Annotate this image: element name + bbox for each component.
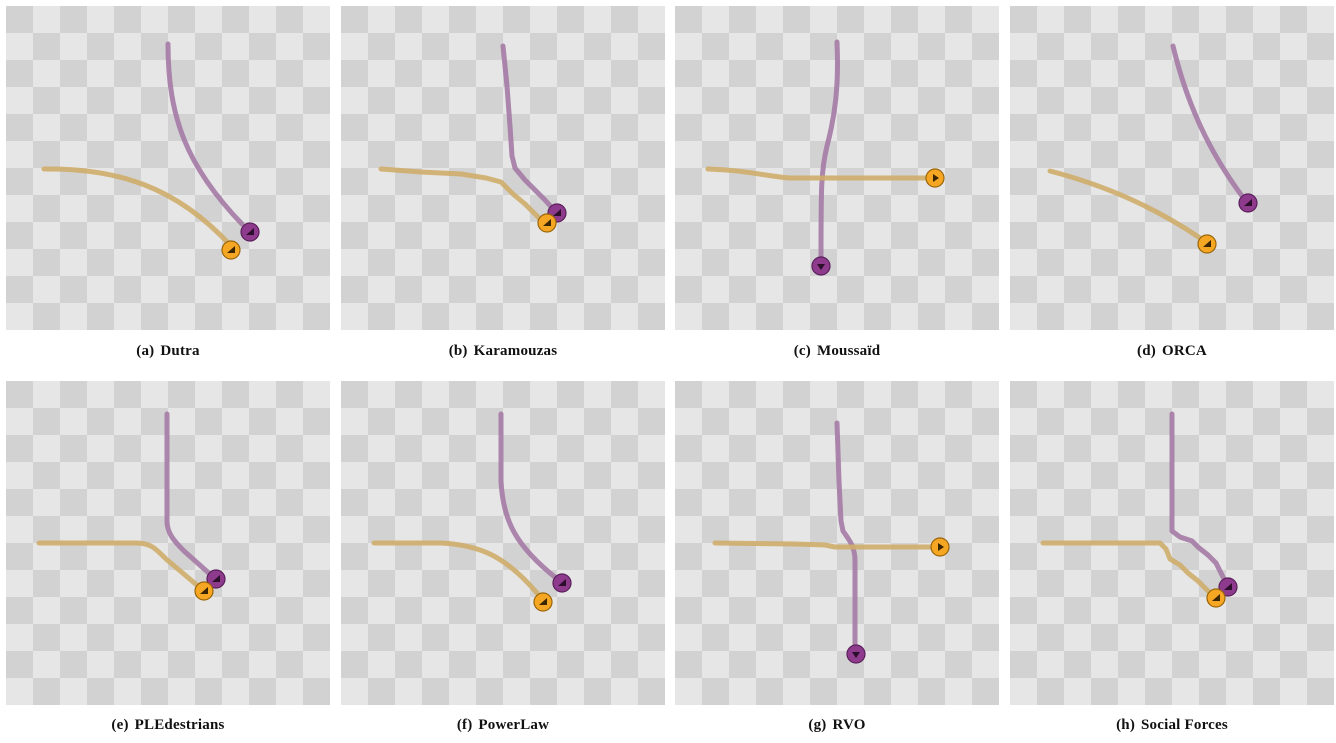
purple-trail bbox=[500, 43, 556, 212]
purple-agent-icon bbox=[1218, 577, 1238, 597]
scene-pledestrians bbox=[6, 381, 330, 705]
orange-agent-icon bbox=[1206, 588, 1226, 608]
purple-trail bbox=[164, 411, 214, 578]
caption-dutra: (a) Dutra bbox=[6, 343, 330, 360]
panel-powerlaw bbox=[341, 381, 665, 705]
scene-karamouzas bbox=[341, 6, 665, 330]
orange-trail bbox=[41, 166, 234, 249]
orange-agent-icon bbox=[925, 168, 945, 188]
caption-tag: (d) bbox=[1137, 343, 1156, 359]
panel-rvo bbox=[675, 381, 999, 705]
caption-label: PLEdestrians bbox=[134, 717, 225, 733]
caption-label: ORCA bbox=[1161, 343, 1207, 359]
orange-trail bbox=[1047, 168, 1203, 241]
caption-karamouzas: (b) Karamouzas bbox=[341, 343, 665, 360]
purple-agent-icon bbox=[206, 569, 226, 589]
purple-agent-icon bbox=[846, 644, 866, 664]
purple-agent-icon bbox=[811, 256, 831, 276]
caption-tag: (g) bbox=[808, 717, 827, 733]
caption-tag: (c) bbox=[793, 343, 811, 359]
purple-trail bbox=[818, 39, 841, 264]
caption-tag: (b) bbox=[448, 343, 468, 359]
caption-tag: (e) bbox=[111, 717, 129, 733]
orange-trail bbox=[371, 540, 540, 596]
caption-social-forces: (h) Social Forces bbox=[1010, 717, 1334, 734]
scene-dutra bbox=[6, 6, 330, 330]
scene-powerlaw bbox=[341, 381, 665, 705]
purple-trail bbox=[165, 41, 245, 227]
orange-trail bbox=[705, 166, 928, 181]
caption-tag: (f) bbox=[456, 717, 473, 733]
panel-orca bbox=[1010, 6, 1334, 330]
panel-social-forces bbox=[1010, 381, 1334, 705]
caption-tag: (a) bbox=[136, 343, 155, 359]
caption-label: Moussaïd bbox=[816, 343, 881, 359]
orange-trail bbox=[1040, 540, 1213, 596]
caption-pledestrians: (e) PLEdestrians bbox=[6, 717, 330, 734]
orange-trail bbox=[36, 540, 201, 589]
purple-agent-icon bbox=[1238, 193, 1258, 213]
purple-agent-icon bbox=[552, 573, 572, 593]
checker-background bbox=[1010, 6, 1334, 330]
caption-label: PowerLaw bbox=[478, 717, 550, 733]
orange-trail bbox=[712, 540, 934, 550]
panel-pledestrians bbox=[6, 381, 330, 705]
scene-rvo bbox=[675, 381, 999, 705]
caption-label: Social Forces bbox=[1141, 717, 1228, 733]
caption-moussaid: (c) Moussaïd bbox=[675, 343, 999, 360]
caption-rvo: (g) RVO bbox=[675, 717, 999, 734]
orange-agent-icon bbox=[1197, 234, 1217, 254]
purple-trail bbox=[1169, 411, 1227, 582]
scene-moussaid bbox=[675, 6, 999, 330]
orange-agent-icon bbox=[533, 592, 553, 612]
scene-social-forces bbox=[1010, 381, 1334, 705]
orange-agent-icon bbox=[221, 240, 241, 260]
caption-label: Dutra bbox=[160, 343, 200, 359]
orange-agent-icon bbox=[930, 537, 950, 557]
orange-trail bbox=[378, 166, 542, 221]
purple-agent-icon bbox=[240, 222, 260, 242]
orange-agent-icon bbox=[537, 213, 557, 233]
caption-tag: (h) bbox=[1116, 717, 1136, 733]
caption-orca: (d) ORCA bbox=[1010, 343, 1334, 360]
caption-label: Karamouzas bbox=[473, 343, 558, 359]
purple-trail bbox=[834, 420, 858, 652]
orange-agent-icon bbox=[194, 581, 214, 601]
caption-powerlaw: (f) PowerLaw bbox=[341, 717, 665, 734]
panel-karamouzas bbox=[341, 6, 665, 330]
scene-orca bbox=[1010, 6, 1334, 330]
caption-label: RVO bbox=[832, 717, 866, 733]
panel-moussaid bbox=[675, 6, 999, 330]
purple-trail bbox=[1170, 43, 1245, 199]
purple-trail bbox=[498, 411, 559, 581]
panel-dutra bbox=[6, 6, 330, 330]
